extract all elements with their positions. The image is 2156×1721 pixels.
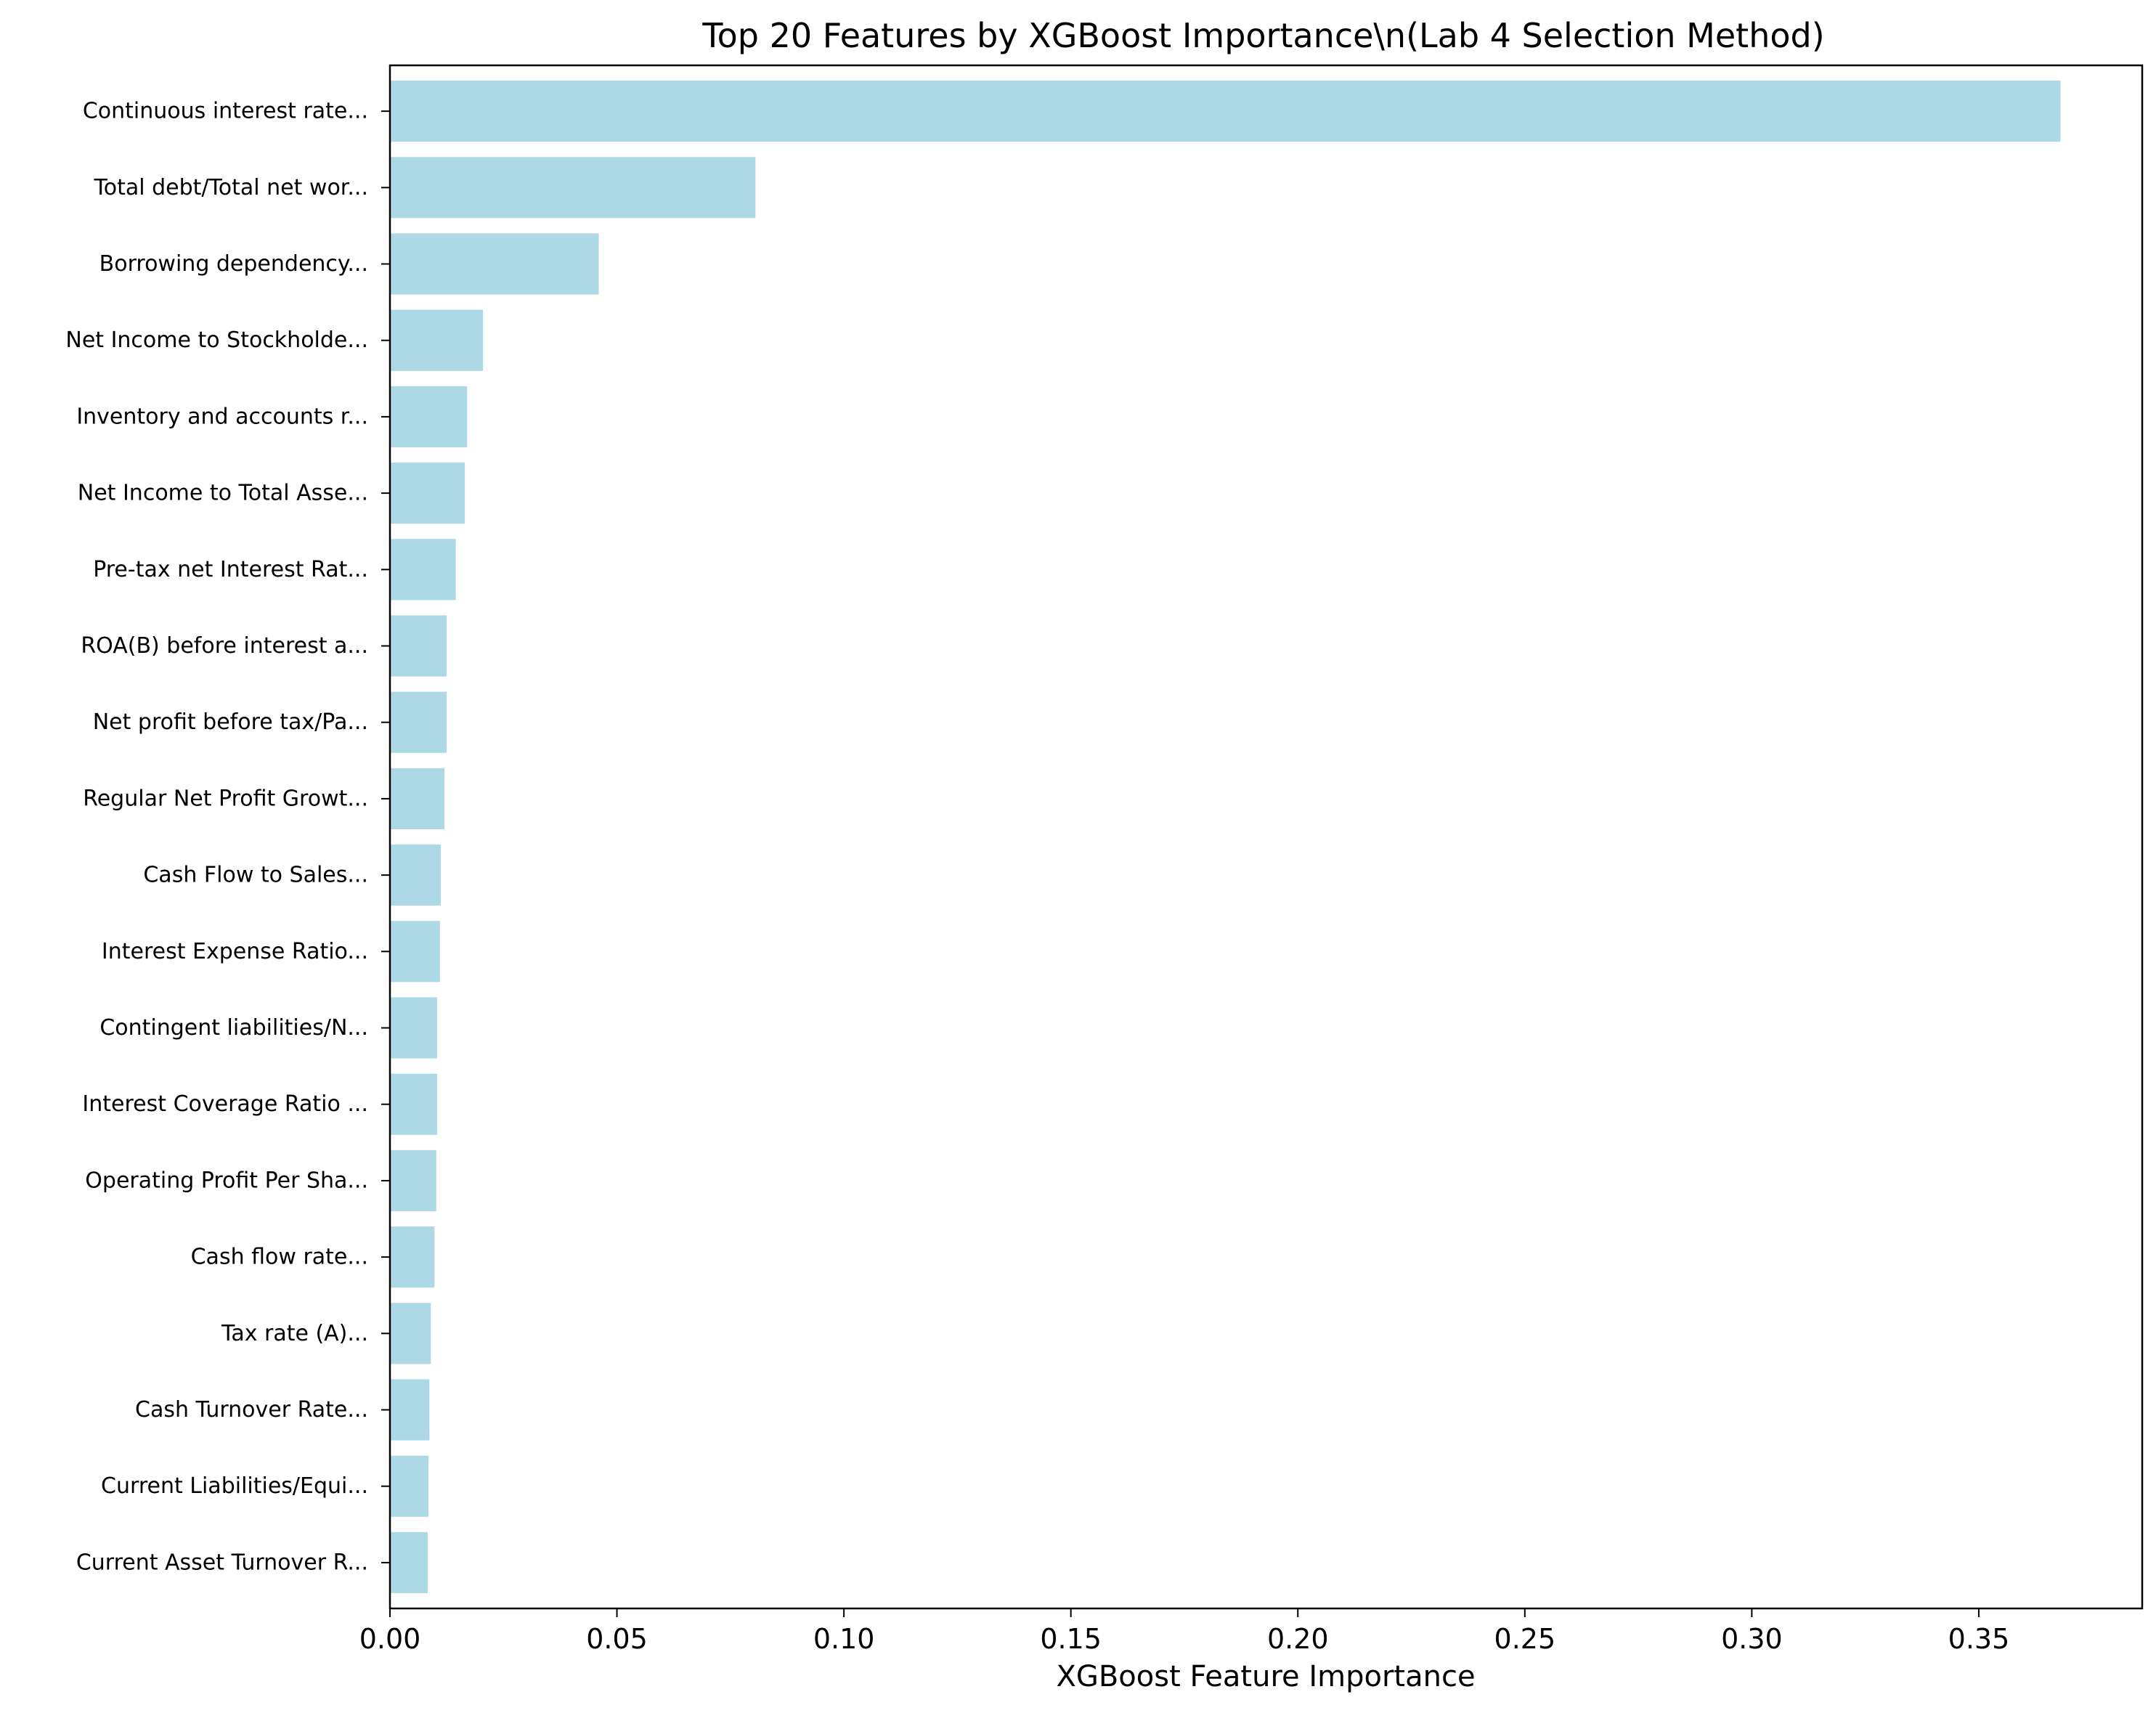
y-tick-label: Inventory and accounts r...: [76, 404, 368, 429]
y-tick-label: Contingent liabilities/N...: [99, 1015, 368, 1041]
bar: [390, 1150, 436, 1211]
y-tick-label: Regular Net Profit Growt...: [83, 786, 368, 811]
bar: [390, 233, 599, 294]
y-tick-label: Cash Flow to Sales...: [143, 863, 368, 888]
x-axis-label: XGBoost Feature Importance: [1056, 1660, 1475, 1693]
bar: [390, 997, 437, 1058]
y-tick-label: Current Asset Turnover R...: [76, 1550, 368, 1575]
y-tick-label: Net Income to Total Asse...: [78, 481, 368, 506]
y-tick-label: Net profit before tax/Pa...: [93, 709, 368, 735]
y-tick-label: Net Income to Stockholde...: [65, 327, 368, 353]
x-tick-label: 0.35: [1948, 1623, 2010, 1655]
y-tick-label: Total debt/Total net wor...: [94, 175, 368, 200]
bar: [390, 692, 447, 753]
bar: [390, 1303, 431, 1364]
y-tick-label: Current Liabilities/Equi...: [101, 1473, 368, 1499]
bar: [390, 386, 467, 447]
y-tick-label: Tax rate (A)...: [221, 1321, 368, 1346]
bar: [390, 615, 447, 676]
y-tick-label: Continuous interest rate...: [83, 99, 368, 124]
bar: [390, 539, 456, 600]
y-tick-label: Interest Expense Ratio...: [102, 939, 368, 964]
y-tick-label: Pre-tax net Interest Rat...: [93, 557, 368, 582]
y-tick-label: Borrowing dependency...: [99, 251, 368, 277]
y-tick-label: Operating Profit Per Sha...: [85, 1168, 368, 1193]
bar: [390, 768, 444, 829]
x-tick-label: 0.10: [813, 1623, 875, 1655]
bar: [390, 845, 441, 906]
x-tick-label: 0.15: [1040, 1623, 1102, 1655]
x-tick-label: 0.20: [1267, 1623, 1329, 1655]
bar: [390, 1379, 429, 1440]
bar: [390, 1074, 437, 1135]
bar: [390, 81, 2060, 142]
x-tick-label: 0.25: [1494, 1623, 1556, 1655]
bar: [390, 310, 483, 371]
x-tick-label: 0.05: [586, 1623, 648, 1655]
y-tick-label: Cash Turnover Rate...: [135, 1397, 368, 1423]
bar: [390, 1226, 434, 1287]
chart-title: Top 20 Features by XGBoost Importance\n(…: [701, 16, 1824, 55]
x-tick-label: 0.30: [1721, 1623, 1783, 1655]
bar: [390, 1532, 428, 1593]
y-tick-label: ROA(B) before interest a...: [81, 633, 368, 659]
bar: [390, 1456, 428, 1517]
bar: [390, 463, 465, 524]
y-tick-label: Cash flow rate...: [191, 1245, 368, 1270]
bar: [390, 921, 440, 982]
x-tick-label: 0.00: [359, 1623, 421, 1655]
bar: [390, 157, 755, 218]
y-tick-label: Interest Coverage Ratio ...: [82, 1091, 368, 1117]
